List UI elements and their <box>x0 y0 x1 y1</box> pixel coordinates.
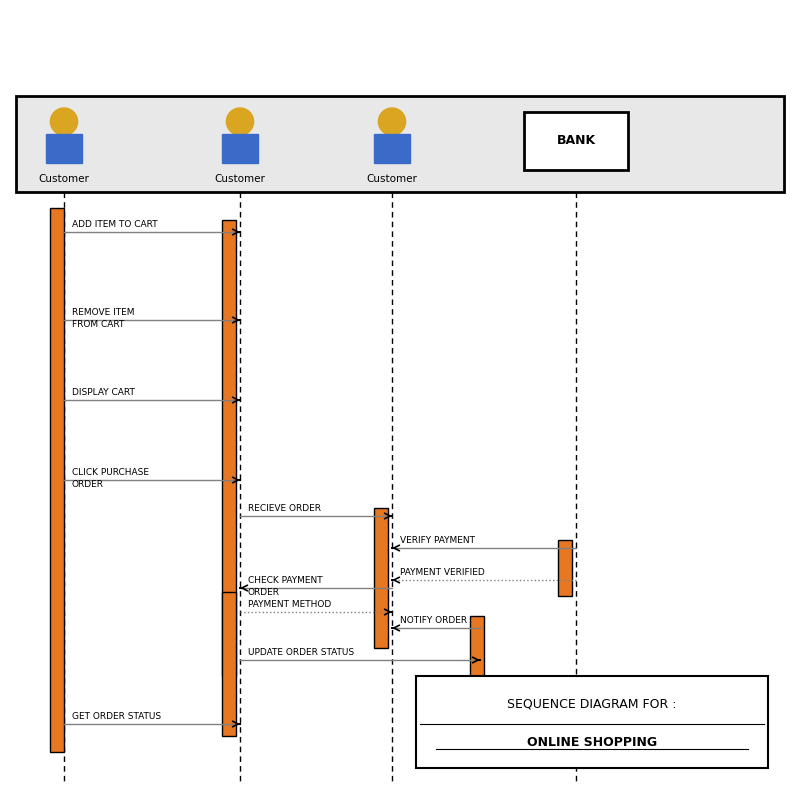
Text: FROM CART: FROM CART <box>72 320 124 329</box>
Bar <box>470 616 484 676</box>
Text: ORDER: ORDER <box>72 480 104 489</box>
Bar <box>46 134 82 163</box>
Bar <box>222 220 236 676</box>
Bar <box>524 112 628 170</box>
Text: CLICK PURCHASE: CLICK PURCHASE <box>72 468 149 477</box>
Text: VERIFY PAYMENT: VERIFY PAYMENT <box>400 536 475 545</box>
Circle shape <box>378 108 406 135</box>
Text: SEQUENCE DIAGRAM FOR :: SEQUENCE DIAGRAM FOR : <box>507 697 677 710</box>
Text: DISPLAY CART: DISPLAY CART <box>72 388 135 397</box>
Bar <box>222 592 236 736</box>
Bar <box>222 134 258 163</box>
Circle shape <box>226 108 254 135</box>
Text: NOTIFY ORDER: NOTIFY ORDER <box>400 616 467 625</box>
Bar <box>416 676 768 768</box>
Bar <box>50 208 64 752</box>
Text: RECIEVE ORDER: RECIEVE ORDER <box>248 504 321 513</box>
Text: UPDATE ORDER STATUS: UPDATE ORDER STATUS <box>248 648 354 657</box>
Bar <box>16 96 784 192</box>
Text: PAYMENT METHOD: PAYMENT METHOD <box>248 600 331 609</box>
Bar <box>374 134 410 163</box>
Bar <box>558 540 572 596</box>
Text: PAYMENT VERIFIED: PAYMENT VERIFIED <box>400 568 485 577</box>
Text: REMOVE ITEM: REMOVE ITEM <box>72 308 134 317</box>
Circle shape <box>50 108 78 135</box>
Text: Customer: Customer <box>214 174 266 185</box>
Text: Customer: Customer <box>38 174 90 185</box>
Text: Customer: Customer <box>366 174 418 185</box>
Text: ADD ITEM TO CART: ADD ITEM TO CART <box>72 220 158 229</box>
Text: ORDER: ORDER <box>248 588 280 597</box>
Bar <box>374 508 388 648</box>
Text: CHECK PAYMENT: CHECK PAYMENT <box>248 576 322 585</box>
Text: ONLINE SHOPPING: ONLINE SHOPPING <box>527 736 657 749</box>
Text: GET ORDER STATUS: GET ORDER STATUS <box>72 712 161 721</box>
Text: BANK: BANK <box>557 134 595 147</box>
